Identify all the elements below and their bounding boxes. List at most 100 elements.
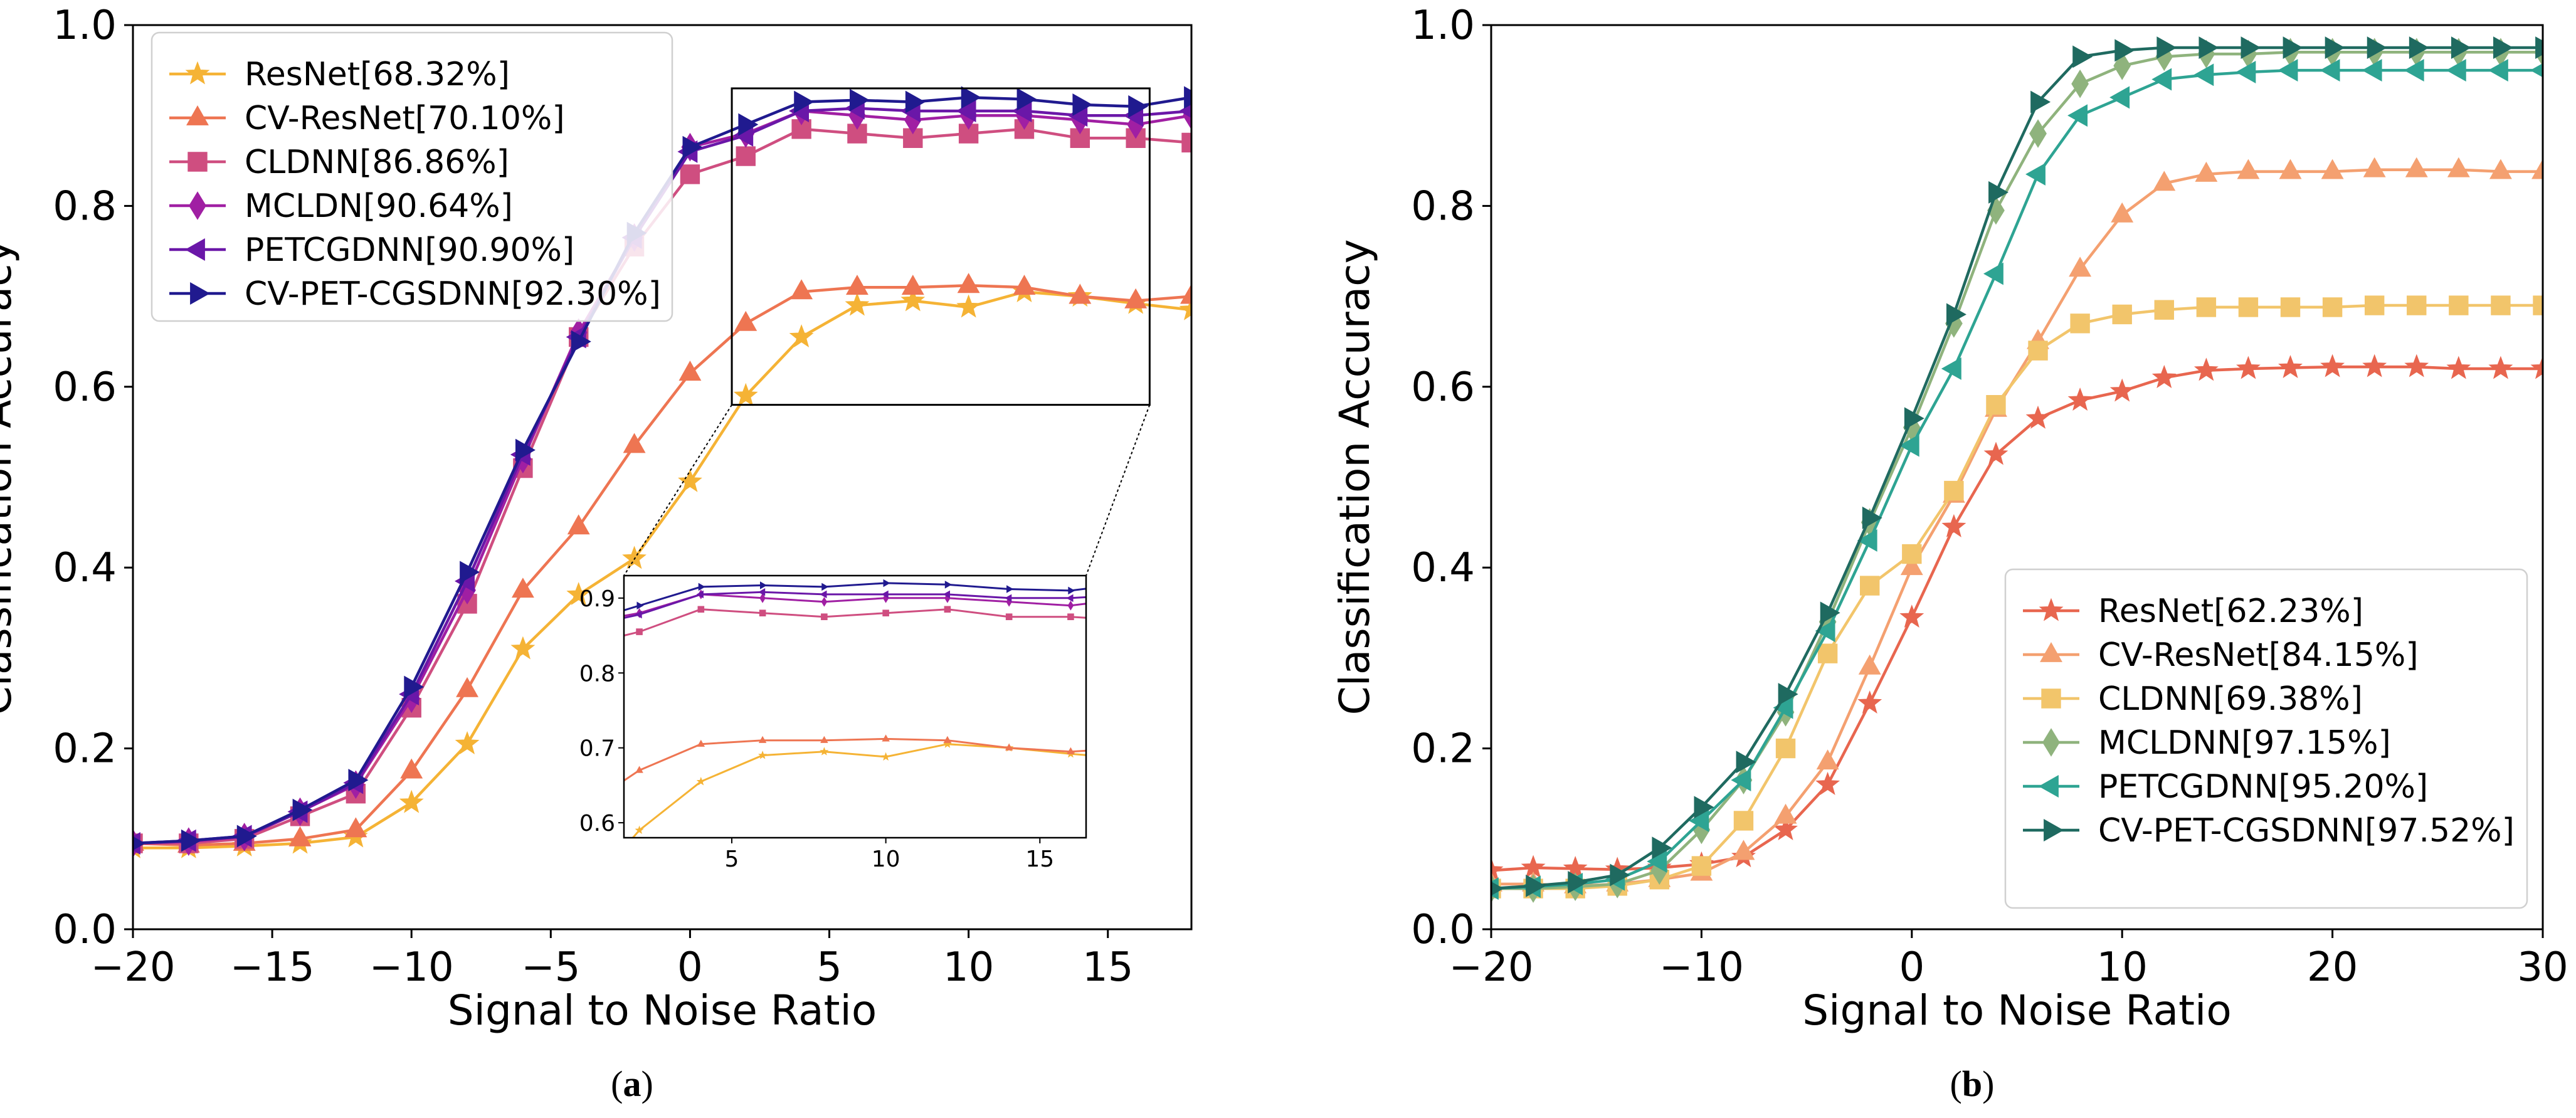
inset-data-point: [760, 581, 768, 589]
data-point: [1773, 816, 1798, 840]
y-tick-label: 0.8: [1411, 183, 1475, 229]
data-point: [1181, 132, 1191, 153]
inset-data-point: [759, 593, 766, 603]
data-point: [2025, 162, 2045, 186]
data-point: [680, 164, 700, 184]
x-tick-label: 10: [2096, 944, 2147, 991]
y-tick-label: 0.2: [1411, 726, 1475, 773]
legend-marker: [185, 61, 210, 85]
data-point: [2030, 90, 2051, 113]
legend-marker: [189, 191, 206, 220]
data-point: [2283, 36, 2303, 60]
legend-marker: [190, 282, 211, 305]
data-point: [2109, 86, 2130, 109]
data-point: [1733, 811, 1754, 831]
inset-data-point: [820, 736, 828, 743]
zoom-connector: [1085, 404, 1151, 576]
y-tick-label: 0.6: [1411, 364, 1475, 411]
data-point: [1128, 95, 1149, 118]
legend-marker: [2042, 728, 2060, 757]
y-tick-label: 1.0: [53, 3, 117, 49]
y-tick-label: 0.0: [1411, 907, 1475, 953]
inset-data-point: [820, 747, 829, 756]
x-tick-label: −15: [230, 944, 315, 991]
inset-data-point: [1068, 586, 1075, 595]
data-point: [1775, 738, 1796, 759]
data-point: [1899, 604, 1924, 628]
x-tick-label: −10: [1659, 944, 1744, 991]
data-point: [1124, 288, 1148, 309]
data-point: [2069, 256, 2092, 277]
data-point: [2320, 59, 2340, 82]
data-point: [1857, 529, 1877, 552]
data-point: [900, 288, 926, 312]
data-point: [2070, 314, 2090, 334]
data-point: [1941, 514, 1966, 537]
data-point: [2451, 36, 2471, 60]
x-axis-label: Signal to Noise Ratio: [448, 986, 877, 1035]
legend-marker: [2040, 641, 2062, 662]
series-line-2: [133, 284, 1191, 847]
data-point: [2151, 68, 2172, 91]
legend: ResNet[68.32%] CV-ResNet[70.10%] CLDNN[86.…: [150, 31, 673, 322]
legend-marker: [186, 105, 209, 125]
plot-frame: [132, 24, 1193, 931]
data-point: [1988, 181, 2009, 204]
data-point: [2028, 340, 2048, 361]
data-point: [2449, 295, 2469, 315]
y-tick-label: 0.4: [53, 545, 117, 591]
data-point: [794, 90, 815, 113]
panel-label-a: (a): [611, 1063, 653, 1104]
inset-y-tick-label: 0.8: [579, 661, 615, 687]
data-point: [2279, 159, 2302, 179]
data-point: [515, 438, 536, 461]
data-point: [2278, 355, 2303, 379]
x-tick-label: 10: [943, 944, 994, 991]
data-point: [623, 433, 646, 453]
legend-entry: CV-ResNet[84.15%]: [2098, 636, 2419, 674]
data-point: [1860, 576, 1880, 596]
data-point: [2530, 63, 2543, 78]
data-point: [1184, 86, 1191, 109]
legend-entry: CLDNN[69.38%]: [2098, 680, 2363, 718]
data-point: [738, 113, 759, 136]
data-point: [2447, 157, 2470, 177]
inset-data-point: [881, 752, 890, 761]
x-tick-label: 20: [2307, 944, 2358, 991]
plot-area: [1491, 36, 2543, 903]
plot-frame: [1490, 24, 2544, 931]
data-point: [2067, 104, 2088, 127]
data-point: [2320, 354, 2345, 377]
inset-data-point: [635, 766, 643, 773]
legend-entry: CV-PET-CGSDNN[92.30%]: [245, 275, 661, 313]
data-point: [2488, 59, 2508, 82]
legend-entry: PETCGDNN[90.90%]: [245, 231, 574, 269]
data-point: [1179, 297, 1191, 320]
data-point: [2488, 356, 2513, 379]
data-point: [2493, 36, 2513, 60]
data-point: [2237, 159, 2260, 179]
inset-data-point: [758, 751, 768, 759]
data-point: [1899, 434, 1919, 457]
legend-box: [150, 31, 673, 322]
legend-entry: ResNet[68.32%]: [245, 56, 510, 93]
inset-data-point: [1005, 613, 1013, 620]
inset-data-point: [1067, 613, 1074, 620]
data-point: [682, 135, 703, 159]
x-tick-label: 0: [1899, 944, 1924, 991]
inset-data-point: [696, 590, 704, 599]
inset-frame: [623, 574, 1087, 839]
data-point: [2238, 297, 2259, 317]
data-point: [1013, 275, 1036, 295]
zoom-box: [731, 87, 1151, 406]
data-point: [1774, 803, 1797, 824]
data-point: [789, 324, 814, 348]
data-point: [733, 382, 758, 406]
data-point: [566, 582, 591, 605]
data-point: [1858, 654, 1881, 675]
data-point: [348, 769, 369, 792]
inset-data-point: [698, 583, 705, 591]
inset-data-point: [758, 588, 766, 596]
data-point: [1944, 480, 1964, 501]
inset-series-line-6: [624, 582, 1086, 611]
